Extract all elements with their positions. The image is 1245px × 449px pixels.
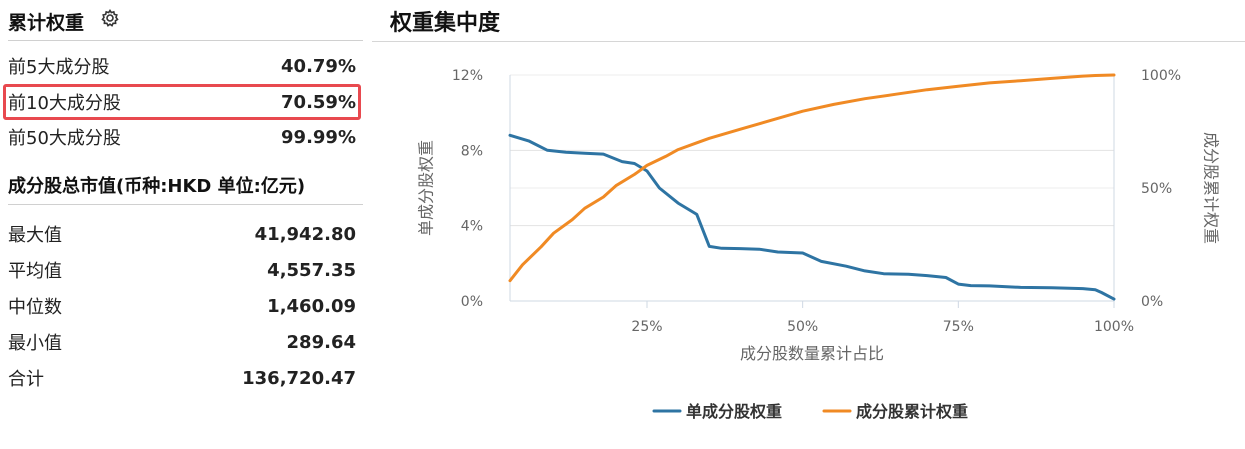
mv-row-label: 最大值 (8, 225, 62, 246)
cum-row-value: 70.59% (281, 91, 356, 113)
cum-row-value: 40.79% (281, 55, 356, 77)
mv-row-label: 最小值 (8, 333, 62, 354)
mv-row-value: 4,557.35 (267, 259, 356, 281)
grid (509, 74, 1115, 302)
divider (372, 41, 1245, 42)
cum-row-label: 前50大成分股 (8, 128, 121, 149)
mv-row-label: 中位数 (8, 297, 62, 318)
y-right-axis-title: 成分股累计权重 (1202, 132, 1221, 244)
mv-row-value: 136,720.47 (242, 367, 356, 389)
divider (8, 40, 363, 41)
mv-row-total: 合计 136,720.47 (8, 363, 356, 393)
y-left-tick-label: 12% (452, 68, 483, 84)
y-right-tick-label: 0% (1141, 294, 1163, 310)
market-value-title: 成分股总市值(币种:HKD 单位:亿元) (8, 176, 306, 197)
y-left-tick-label: 0% (461, 294, 483, 310)
legend-label: 成分股累计权重 (856, 402, 968, 421)
legend-label: 单成分股权重 (686, 402, 782, 421)
cumulative-weight-title: 累计权重 (8, 12, 85, 34)
legend: 单成分股权重 成分股累计权重 (652, 402, 968, 421)
mv-row-median: 中位数 1,460.09 (8, 291, 356, 321)
cum-row-label: 前5大成分股 (8, 57, 110, 78)
x-tick-label: 75% (943, 319, 974, 335)
x-tick-label: 50% (787, 319, 818, 335)
y-left-axis-title: 单成分股权重 (417, 140, 436, 236)
series-lines (508, 73, 1116, 301)
divider (8, 204, 363, 205)
y-left-tick-label: 4% (461, 219, 483, 235)
weight-concentration-chart: 0% 4% 8% 12% 0% 50% 100% 25% 50% 75% 100% 成分股数量累计占… (417, 68, 1221, 421)
highlight-box (3, 84, 361, 120)
y-right-tick-label: 100% (1141, 68, 1181, 84)
y-right-tick-label: 50% (1141, 181, 1172, 197)
mv-row-label: 平均值 (8, 261, 62, 282)
x-tick-label: 25% (631, 319, 662, 335)
x-tick-label: 100% (1094, 319, 1134, 335)
series-line-2 (508, 73, 1116, 283)
y-left-tick-label: 8% (461, 143, 483, 159)
x-axis-title: 成分股数量累计占比 (740, 344, 884, 363)
mv-row-min: 最小值 289.64 (8, 327, 356, 357)
cum-row-label: 前10大成分股 (8, 93, 121, 114)
cum-row-top50: 前50大成分股 99.99% (8, 122, 356, 152)
mv-row-mean: 平均值 4,557.35 (8, 255, 356, 285)
mv-row-max: 最大值 41,942.80 (8, 219, 356, 249)
mv-row-label: 合计 (8, 369, 44, 390)
left-panel: 累计权重 前5大成分股 40.79% 前10大成分股 70.59% 前50大成分… (0, 0, 366, 449)
mv-row-value: 1,460.09 (267, 295, 356, 317)
mv-row-value: 41,942.80 (254, 223, 356, 245)
cum-row-top10: 前10大成分股 70.59% (8, 87, 356, 117)
mv-row-value: 289.64 (286, 331, 356, 353)
cum-row-value: 99.99% (281, 126, 356, 148)
chart-title: 权重集中度 (390, 11, 501, 36)
series-line-1 (508, 133, 1116, 301)
gear-icon[interactable] (100, 8, 120, 28)
ticks: 0% 4% 8% 12% 0% 50% 100% 25% 50% 75% 100% (452, 68, 1181, 335)
cum-row-top5: 前5大成分股 40.79% (8, 51, 356, 81)
